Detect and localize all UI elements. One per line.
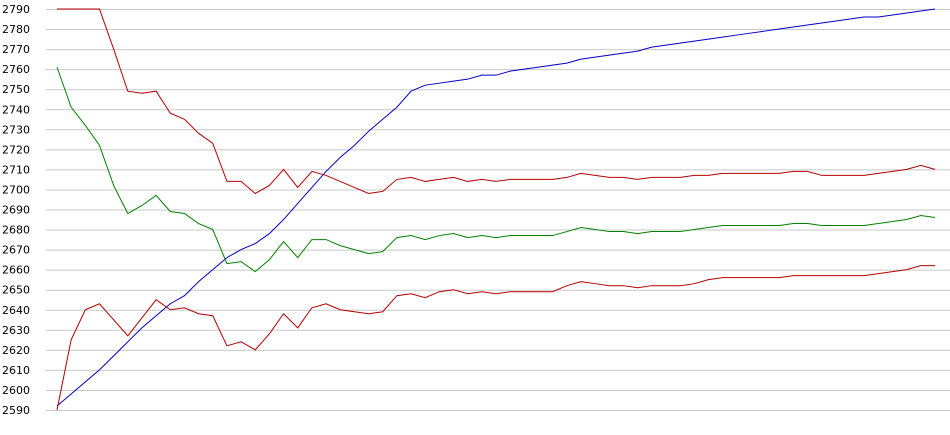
y-tick-label: 2610 xyxy=(2,364,30,377)
y-tick-label: 2700 xyxy=(2,183,30,196)
y-tick-label: 2690 xyxy=(2,204,30,217)
y-tick-label: 2760 xyxy=(2,63,30,76)
line-series xyxy=(57,8,936,195)
y-tick-label: 2730 xyxy=(2,123,30,136)
y-tick-label: 2780 xyxy=(2,23,30,36)
y-tick-label: 2640 xyxy=(2,304,30,317)
y-tick-label: 2620 xyxy=(2,344,30,357)
y-tick-label: 2590 xyxy=(2,404,30,417)
line-series xyxy=(56,8,936,407)
y-tick-label: 2600 xyxy=(2,384,30,397)
y-tick-label: 2770 xyxy=(2,43,30,56)
y-tick-label: 2660 xyxy=(2,264,30,277)
y-tick-label: 2720 xyxy=(2,143,30,156)
y-tick-label: 2670 xyxy=(2,244,30,257)
y-tick-label: 2790 xyxy=(2,3,30,16)
line-series xyxy=(56,265,935,411)
y-tick-label: 2680 xyxy=(2,224,30,237)
y-tick-label: 2710 xyxy=(2,163,30,176)
y-tick-label: 2650 xyxy=(2,284,30,297)
line-series xyxy=(56,66,936,273)
y-tick-label: 2740 xyxy=(2,103,30,116)
y-tick-label: 2630 xyxy=(2,324,30,337)
y-tick-label: 2750 xyxy=(2,83,30,96)
